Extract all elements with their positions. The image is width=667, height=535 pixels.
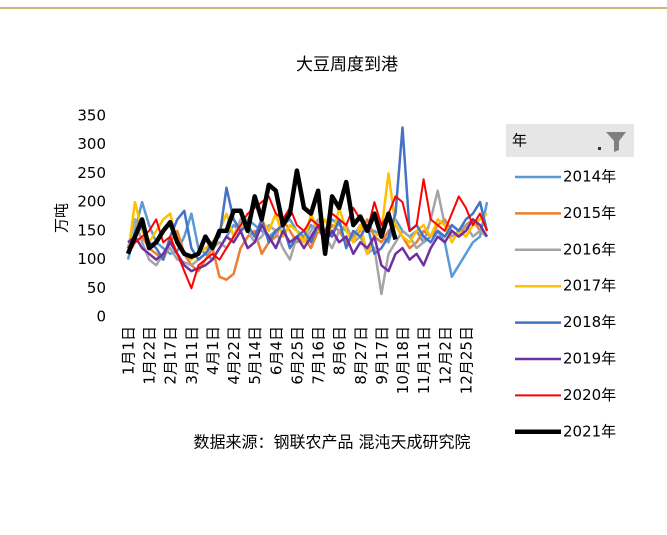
legend-label: 2016年: [563, 240, 616, 258]
series-line: [127, 218, 489, 273]
x-tick-label: 5月14日: [246, 326, 264, 385]
y-axis-label: 万吨: [53, 203, 71, 233]
legend-label: 2015年: [563, 204, 616, 222]
x-tick-label: 12月25日: [457, 326, 475, 394]
series-line: [127, 178, 488, 290]
y-tick-label: 300: [77, 135, 106, 153]
x-tick-label: 11月11日: [415, 326, 433, 394]
y-tick-label: 150: [77, 221, 106, 239]
legend-label: 2021年: [563, 422, 616, 440]
x-tick-label: 1月1日: [120, 326, 138, 375]
x-tick-label: 1月22日: [141, 326, 159, 385]
series-line: [126, 126, 489, 261]
x-tick-label: 4月1日: [204, 326, 222, 375]
filter-icon[interactable]: [606, 132, 626, 152]
x-tick-label: 4月22日: [225, 326, 243, 385]
legend-label: 2018年: [563, 313, 616, 331]
legend-label: 2017年: [563, 277, 616, 295]
x-tick-label: 2月17日: [162, 326, 180, 385]
x-tick-label: 3月11日: [183, 326, 201, 385]
x-tick-label: 10月18日: [394, 326, 412, 394]
y-tick-label: 350: [77, 107, 106, 125]
legend-label: 2020年: [563, 386, 616, 404]
legend-header[interactable]: [506, 124, 634, 157]
x-tick-label: 7月16日: [310, 326, 328, 385]
dropdown-dot: [598, 147, 601, 150]
x-tick-label: 9月17日: [373, 326, 391, 385]
y-tick-label: 250: [77, 164, 106, 182]
series-line: [125, 168, 398, 259]
y-tick-label: 50: [87, 279, 106, 297]
legend-label: 2019年: [563, 350, 616, 368]
y-tick-label: 200: [77, 193, 106, 211]
x-tick-label: 12月2日: [436, 326, 454, 385]
x-tick-label: 8月6日: [331, 326, 349, 375]
x-tick-label: 8月27日: [352, 326, 370, 385]
legend-label: 2014年: [563, 168, 616, 186]
y-tick-label: 100: [77, 250, 106, 268]
chart-title: 大豆周度到港: [296, 55, 398, 75]
x-tick-label: 6月25日: [288, 326, 306, 385]
source-note: 数据来源：钢联农产品 混沌天成研究院: [193, 433, 470, 452]
legend-title: 年: [512, 132, 527, 150]
y-tick-label: 0: [96, 308, 106, 326]
x-tick-label: 6月4日: [267, 326, 285, 375]
